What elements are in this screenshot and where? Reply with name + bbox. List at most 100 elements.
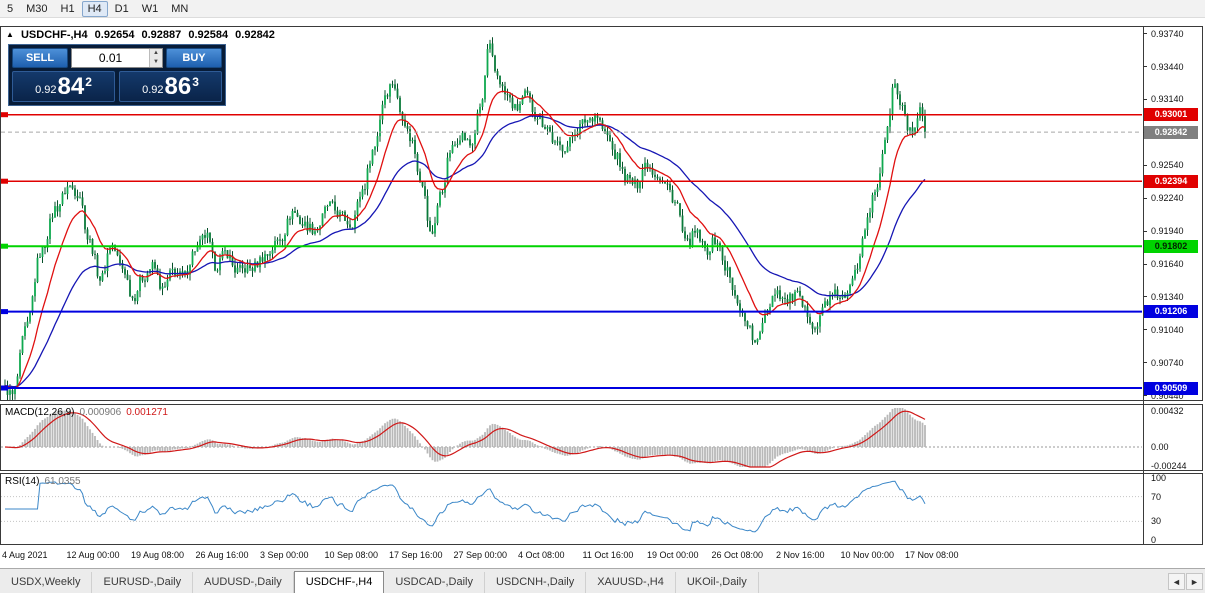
rsi-canvas[interactable] xyxy=(1,474,1203,544)
timeframe-button-h4[interactable]: H4 xyxy=(81,0,108,17)
time-label: 26 Aug 16:00 xyxy=(195,550,249,560)
price-tickmark xyxy=(1143,98,1147,100)
lot-decrease-button[interactable]: ▼ xyxy=(150,58,162,67)
time-label: 17 Sep 16:00 xyxy=(389,550,443,560)
time-label: 19 Oct 00:00 xyxy=(647,550,699,560)
price-tick-label: 0.90740 xyxy=(1151,357,1184,368)
timeframe-button-d1[interactable]: D1 xyxy=(114,2,129,15)
level-left-marker xyxy=(1,385,8,391)
axis-divider-line xyxy=(1143,26,1144,545)
macd-axis-label: -0.00244 xyxy=(1151,461,1187,471)
price-tick-label: 0.91640 xyxy=(1151,259,1184,269)
ohlc-close: 0.92842 xyxy=(235,29,275,41)
price-tickmark xyxy=(1143,230,1147,232)
time-label: 10 Sep 08:00 xyxy=(324,550,379,560)
macd-axis-label: 0.00432 xyxy=(1151,406,1184,416)
chart-title: ▲ USDCHF-,H4 0.92654 0.92887 0.92584 0.9… xyxy=(6,29,279,41)
time-label: 3 Sep 00:00 xyxy=(260,550,309,560)
price-tickmark xyxy=(1143,263,1147,265)
price-tickmark xyxy=(1143,197,1147,199)
tab-usdx-weekly[interactable]: USDX,Weekly xyxy=(0,572,93,593)
tab-audusd-daily[interactable]: AUDUSD-,Daily xyxy=(193,572,294,593)
time-label: 27 Sep 00:00 xyxy=(453,550,508,560)
price-tick-label: 0.92240 xyxy=(1151,193,1184,204)
price-tickmark xyxy=(1143,164,1147,166)
time-label: 26 Oct 08:00 xyxy=(711,550,764,560)
buy-price-big: 86 xyxy=(164,73,192,100)
buy-price-display[interactable]: 0.92 86 3 xyxy=(119,71,222,102)
tab-xauusd-h4[interactable]: XAUUSD-,H4 xyxy=(586,572,676,593)
price-tick-label: 0.91040 xyxy=(1151,324,1184,335)
macd-histogram xyxy=(6,408,926,467)
macd-signal-line xyxy=(4,410,926,468)
time-label: 19 Aug 08:00 xyxy=(131,550,185,560)
level-price-tag: 0.90509 xyxy=(1144,381,1198,395)
current-price-tag: 0.92842 xyxy=(1144,125,1198,139)
timeframe-button-5[interactable]: 5 xyxy=(7,2,14,15)
level-price-tag: 0.93001 xyxy=(1144,108,1198,122)
price-tick-label: 0.93440 xyxy=(1151,61,1184,72)
price-tick-label: 0.91940 xyxy=(1151,226,1184,237)
sell-price-pipette: 2 xyxy=(85,75,92,89)
price-tickmark xyxy=(1143,329,1147,331)
ohlc-low: 0.92584 xyxy=(188,29,229,41)
buy-button[interactable]: BUY xyxy=(166,48,222,68)
level-left-marker xyxy=(1,243,8,249)
time-label: 11 Oct 16:00 xyxy=(582,550,634,560)
time-axis[interactable]: 4 Aug 2021 12 Aug 00:00 19 Aug 08:00 26 Aug… xyxy=(0,545,1143,568)
level-left-marker xyxy=(1,112,8,118)
symbol-period-label: USDCHF-,H4 xyxy=(20,29,88,41)
level-price-tag: 0.92394 xyxy=(1144,174,1198,188)
time-label: 10 Nov 00:00 xyxy=(840,550,895,560)
tab-usdcnh-daily[interactable]: USDCNH-,Daily xyxy=(485,572,587,593)
trade-prices-row: 0.92 84 2 0.92 86 3 xyxy=(12,71,222,102)
macd-panel: MACD(12,26,9) 0.000906 0.001271 xyxy=(0,404,1203,471)
tab-scroll-left-button[interactable]: ◄ xyxy=(1168,573,1185,590)
time-label: 17 Nov 08:00 xyxy=(905,550,959,560)
rsi-label: RSI(14) 61.0355 xyxy=(5,476,81,487)
rsi-panel: RSI(14) 61.0355 xyxy=(0,473,1203,545)
macd-label: MACD(12,26,9) 0.000906 0.001271 xyxy=(5,407,168,418)
chart-tab-bar: USDX,Weekly EURUSD-,Daily AUDUSD-,Daily USD… xyxy=(0,568,1205,593)
price-tickmark xyxy=(1143,66,1147,67)
lot-spinner: ▲ ▼ xyxy=(149,49,162,67)
tab-scroll-right-button[interactable]: ► xyxy=(1186,573,1203,590)
macd-value: 0.000906 xyxy=(79,407,122,418)
rsi-line xyxy=(5,480,926,533)
sell-price-big: 84 xyxy=(57,73,85,100)
timeframe-button-h1[interactable]: H1 xyxy=(60,2,75,15)
level-left-marker xyxy=(1,309,8,315)
macd-signal-value: 0.001271 xyxy=(126,407,168,418)
price-axis[interactable]: 0.937400.934400.931400.928400.925400.922… xyxy=(1143,0,1205,566)
sell-price-prefix: 0.92 xyxy=(35,84,57,96)
main-chart-canvas[interactable] xyxy=(1,27,1203,400)
rsi-name: RSI(14) xyxy=(5,476,40,487)
tab-usdcad-daily[interactable]: USDCAD-,Daily xyxy=(384,572,485,593)
tab-usdchf-h4[interactable]: USDCHF-,H4 xyxy=(293,571,385,593)
tab-ukoil-daily[interactable]: UKOil-,Daily xyxy=(676,572,759,593)
macd-axis-label: 0.00 xyxy=(1151,442,1169,452)
price-tickmark xyxy=(1143,33,1147,35)
timeframe-button-mn[interactable]: MN xyxy=(171,2,189,15)
price-tick-label: 0.91340 xyxy=(1151,291,1184,302)
tab-navigation: ◄ ► xyxy=(1167,573,1203,590)
lot-increase-button[interactable]: ▲ xyxy=(150,49,162,58)
macd-canvas[interactable] xyxy=(1,405,1203,470)
level-price-tag: 0.91802 xyxy=(1144,239,1198,253)
sell-button[interactable]: SELL xyxy=(12,48,68,68)
timeframe-button-w1[interactable]: W1 xyxy=(141,2,159,15)
buy-price-prefix: 0.92 xyxy=(142,84,164,96)
timeframe-button-m30[interactable]: M30 xyxy=(26,2,48,15)
one-click-collapse-arrow[interactable]: ▲ xyxy=(6,30,14,39)
lot-size-input[interactable] xyxy=(72,49,149,67)
price-tick-label: 0.90440 xyxy=(1151,390,1184,401)
timeframe-toolbar: 5 M30 H1 H4 D1 W1 MN xyxy=(0,0,1205,18)
sell-price-display[interactable]: 0.92 84 2 xyxy=(12,71,115,102)
trade-controls-row: SELL ▲ ▼ BUY xyxy=(12,48,222,68)
price-tick-label: 0.93140 xyxy=(1151,94,1184,105)
time-label: 4 Aug 2021 xyxy=(2,550,48,560)
tab-eurusd-daily[interactable]: EURUSD-,Daily xyxy=(92,572,194,593)
ohlc-high: 0.92887 xyxy=(141,29,182,41)
